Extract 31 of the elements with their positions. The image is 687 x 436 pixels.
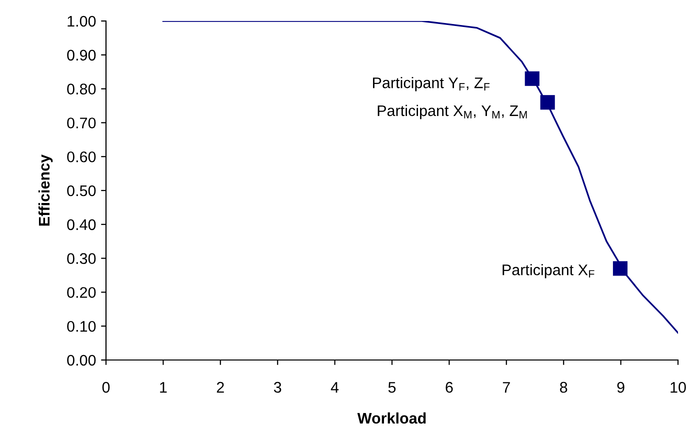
x-tick-label: 7 <box>502 382 510 393</box>
y-tick-label: 1.00 <box>68 16 96 27</box>
x-tick-label: 2 <box>216 382 224 393</box>
y-tick-label: 0.30 <box>67 253 96 264</box>
y-tick-label: 0.20 <box>67 287 96 298</box>
x-axis-title: Workload <box>357 412 426 424</box>
point <box>612 261 628 276</box>
x-tick-label: 0 <box>102 382 110 393</box>
y-tick-label: 0.60 <box>67 151 96 162</box>
y-axis-title: Efficiency <box>38 154 53 226</box>
x-tick-label: 5 <box>388 382 396 393</box>
y-tick-label: 0.40 <box>67 219 96 230</box>
y-tick-label: 0.90 <box>67 50 96 61</box>
y-tick-label: 0.80 <box>67 84 96 94</box>
annotation: Participant Y$_{F}$, Z$_{F}$ <box>373 77 490 92</box>
y-tick-label: 0.70 <box>67 118 96 128</box>
annotation: Participant X$_{M}$, Y$_{M}$, Z$_{M}$ <box>378 104 527 120</box>
point <box>540 95 555 110</box>
x-tick-label: 1 <box>160 382 167 393</box>
x-tick-label: 8 <box>560 382 568 393</box>
x-tick-label: 9 <box>617 382 624 393</box>
x-tick-label: 6 <box>446 382 453 393</box>
line-series <box>162 21 678 334</box>
point <box>524 71 540 86</box>
y-tick-label: 0.00 <box>67 354 96 366</box>
y-tick-label: 0.50 <box>67 185 96 196</box>
y-tick-label: 0.10 <box>67 320 96 332</box>
x-tick-label: 4 <box>330 382 339 393</box>
x-tick-label: 10 <box>670 382 686 393</box>
x-tick-label: 3 <box>274 382 282 393</box>
annotation: Participant X$_{F}$ <box>502 264 594 278</box>
